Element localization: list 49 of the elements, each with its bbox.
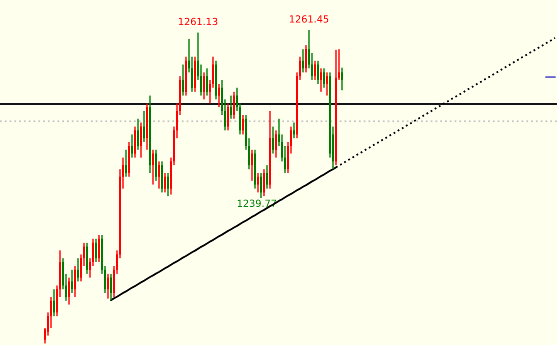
candlestick — [68, 276, 70, 306]
candlestick — [326, 72, 328, 96]
candlestick — [136, 118, 140, 150]
candlestick — [106, 273, 110, 300]
candlestick — [292, 122, 296, 139]
candlestick — [160, 160, 164, 194]
candlestick — [230, 94, 232, 120]
annotation: 1261.45 — [290, 15, 328, 23]
candlestick — [110, 273, 112, 301]
candlestick — [52, 288, 56, 317]
candlestick — [74, 265, 76, 298]
annotation: 1239.77 — [238, 200, 276, 207]
candlestick — [314, 60, 316, 81]
candlestick — [182, 64, 184, 96]
candlestick — [94, 238, 98, 263]
candlestick — [130, 134, 134, 158]
candlestick — [142, 110, 146, 143]
candlestick — [232, 91, 236, 120]
candlestick — [218, 83, 220, 108]
candlestick — [206, 68, 208, 96]
candlestick — [304, 44, 308, 74]
candlestick — [340, 66, 344, 91]
candlestick — [316, 60, 320, 85]
candlestick — [242, 114, 244, 136]
candlestick — [260, 172, 262, 199]
candlestick — [76, 258, 80, 282]
candlestick — [98, 234, 100, 263]
candlestick — [154, 149, 158, 182]
candlestick — [302, 48, 304, 74]
candlestick — [86, 242, 88, 275]
candlestick — [256, 172, 260, 194]
candlestick — [272, 126, 274, 154]
candlestick — [262, 168, 266, 197]
candlestick — [322, 68, 326, 88]
candlestick — [140, 122, 142, 158]
candlestick — [226, 102, 230, 132]
candlestick — [158, 160, 160, 190]
candlestick — [166, 172, 170, 197]
candlestick — [202, 72, 206, 100]
candlestick — [124, 149, 128, 178]
candlestick — [250, 149, 254, 182]
candlestick — [70, 269, 74, 294]
annotation: 1261.13 — [178, 18, 218, 26]
candlestick — [320, 68, 322, 93]
candlestick — [274, 130, 278, 158]
candlestick — [164, 172, 166, 194]
candlestick — [152, 149, 154, 186]
candlestick — [266, 164, 268, 190]
candlestick — [134, 126, 136, 158]
